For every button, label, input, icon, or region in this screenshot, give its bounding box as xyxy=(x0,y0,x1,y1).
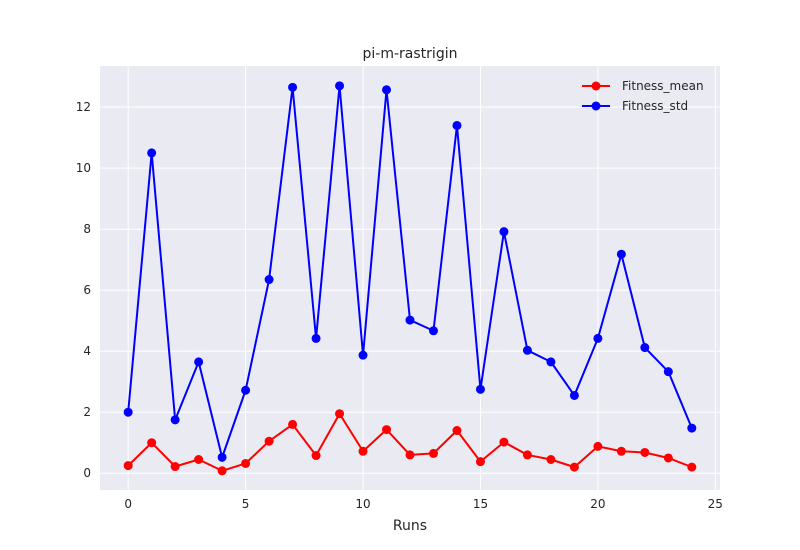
legend-item: Fitness_std xyxy=(582,99,688,113)
data-point xyxy=(663,367,673,377)
legend-marker xyxy=(591,101,601,111)
y-tick-label: 8 xyxy=(83,222,91,236)
y-tick-label: 2 xyxy=(83,405,91,419)
data-point xyxy=(123,461,133,471)
legend-label: Fitness_std xyxy=(622,99,688,113)
data-point xyxy=(288,82,298,92)
data-point xyxy=(687,462,697,472)
data-point xyxy=(264,275,274,285)
data-point xyxy=(358,350,368,360)
data-point xyxy=(522,450,532,460)
data-point xyxy=(687,423,697,433)
data-point xyxy=(616,249,626,259)
x-tick-label: 15 xyxy=(473,497,488,511)
y-tick-label: 10 xyxy=(76,161,91,175)
data-point xyxy=(194,357,204,367)
data-point xyxy=(311,451,321,461)
data-point xyxy=(546,357,556,367)
y-tick-label: 0 xyxy=(83,466,91,480)
data-point xyxy=(499,437,509,447)
data-point xyxy=(405,315,415,325)
x-tick-label: 10 xyxy=(355,497,370,511)
data-point xyxy=(264,436,274,446)
data-point xyxy=(452,426,462,436)
data-point xyxy=(382,425,392,435)
data-point xyxy=(241,458,251,468)
legend-label: Fitness_mean xyxy=(622,79,704,93)
x-tick-label: 20 xyxy=(590,497,605,511)
data-point xyxy=(640,343,650,353)
y-tick-label: 12 xyxy=(76,100,91,114)
data-point xyxy=(522,345,532,355)
data-point xyxy=(194,454,204,464)
data-point xyxy=(452,120,462,130)
data-point xyxy=(170,462,180,472)
x-axis-label: Runs xyxy=(393,518,427,534)
data-point xyxy=(569,462,579,472)
x-tick-label: 25 xyxy=(708,497,723,511)
data-point xyxy=(405,450,415,460)
y-tick-label: 4 xyxy=(83,344,91,358)
legend-marker xyxy=(591,81,601,91)
series-fitness-std xyxy=(123,81,697,462)
data-point xyxy=(170,415,180,425)
data-point xyxy=(217,466,227,476)
data-point xyxy=(288,419,298,429)
data-point xyxy=(499,227,509,237)
data-point xyxy=(475,457,485,467)
plot-area xyxy=(100,66,720,490)
y-tick-label: 6 xyxy=(83,283,91,297)
series-fitness-mean xyxy=(123,409,697,476)
data-point xyxy=(428,448,438,458)
data-point xyxy=(147,438,157,448)
data-point xyxy=(382,85,392,95)
legend: Fitness_mean Fitness_std xyxy=(582,79,704,113)
data-point xyxy=(616,446,626,456)
data-point xyxy=(593,333,603,343)
data-point xyxy=(546,454,556,464)
data-point xyxy=(640,447,650,457)
data-point xyxy=(123,407,133,417)
grid xyxy=(100,66,720,490)
data-point xyxy=(335,81,345,91)
data-point xyxy=(147,148,157,158)
data-point xyxy=(311,333,321,343)
x-tick-label: 5 xyxy=(242,497,250,511)
legend-item: Fitness_mean xyxy=(582,79,704,93)
tick-labels: 0 5 10 15 20 25 0 2 4 6 8 10 12 xyxy=(76,100,723,511)
chart-title: pi-m-rastrigin xyxy=(363,46,458,62)
data-point xyxy=(428,326,438,336)
data-point xyxy=(241,385,251,395)
data-point xyxy=(335,409,345,419)
x-tick-label: 0 xyxy=(124,497,132,511)
data-point xyxy=(217,452,227,462)
series xyxy=(123,81,697,476)
data-point xyxy=(475,384,485,394)
data-point xyxy=(663,453,673,463)
data-point xyxy=(569,390,579,400)
data-point xyxy=(358,446,368,456)
data-point xyxy=(593,441,603,451)
